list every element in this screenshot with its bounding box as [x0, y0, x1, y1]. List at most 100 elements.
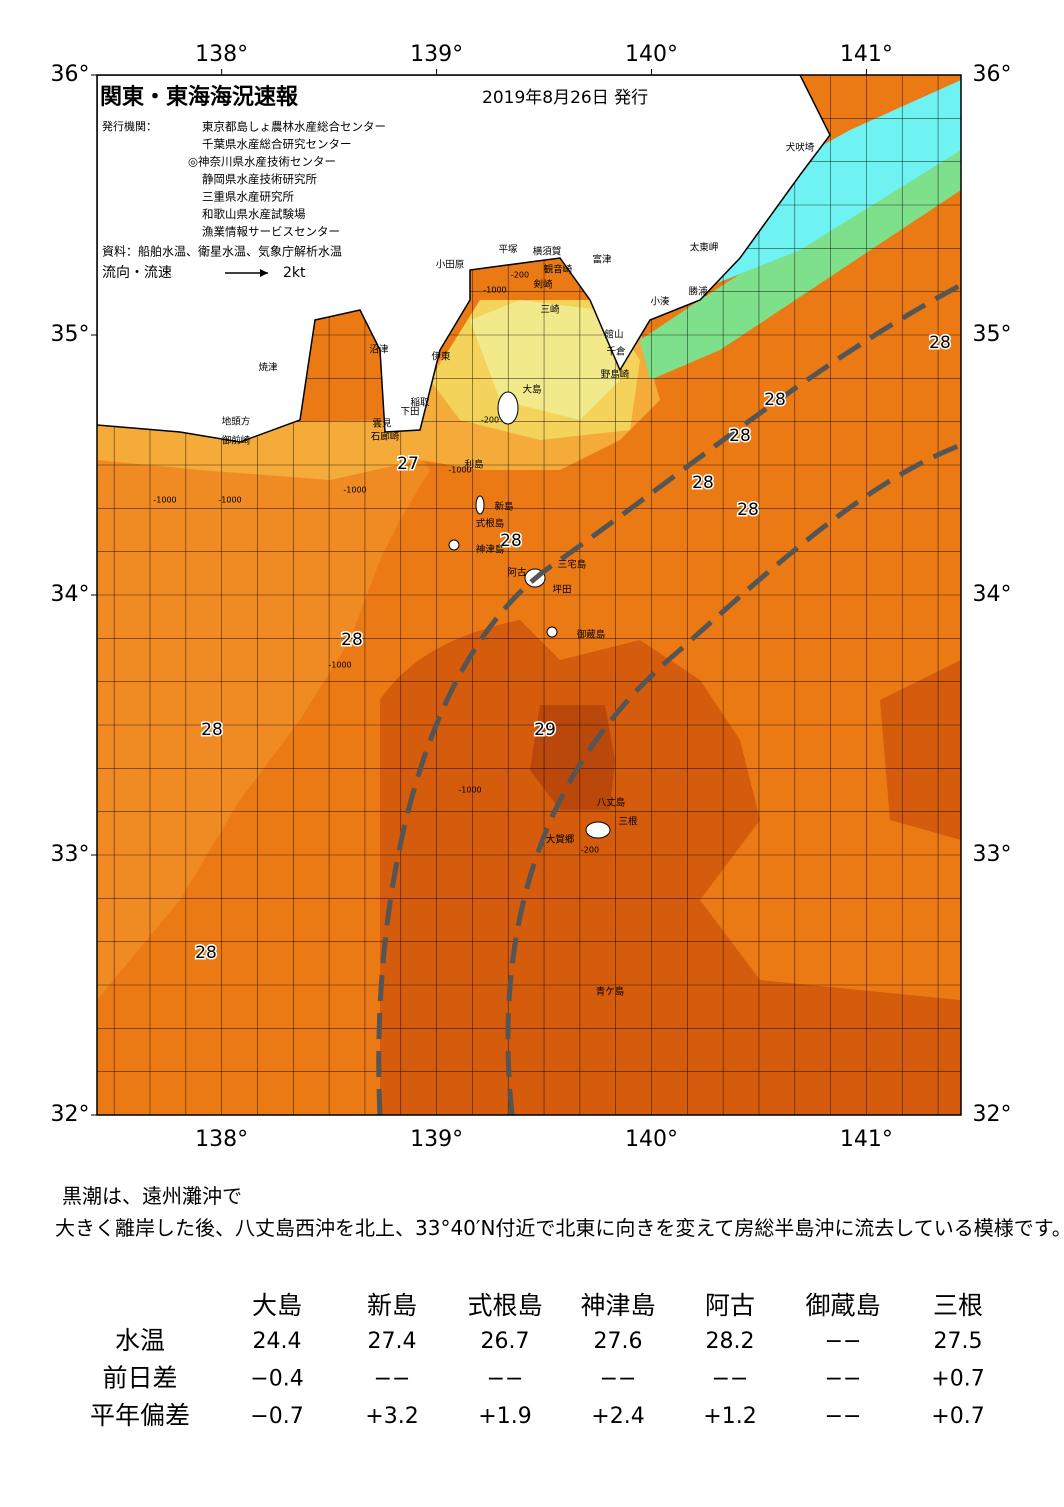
date: 2019年8月26日 発行	[482, 88, 648, 108]
cell: +1.9	[478, 1404, 531, 1429]
water-mass	[97, 430, 430, 1000]
lon-label: 140°	[625, 42, 678, 67]
lon-label: 138°	[195, 42, 248, 67]
place-name: 神津島	[476, 544, 505, 556]
lon-label: 141°	[840, 42, 893, 67]
publisher-label: 発行機関：	[102, 119, 157, 133]
column-header: 大島	[252, 1291, 302, 1320]
lat-label: 33°	[51, 842, 90, 867]
cell: +2.4	[591, 1404, 644, 1429]
legend-speed: 2kt	[283, 265, 306, 281]
publisher: 和歌山県水産試験場	[202, 207, 306, 221]
place-name: 太東岬	[690, 242, 719, 254]
map-labels: 28 28 28 28 28 27 28 28 28 29 28 小田原 平塚 横須賀富津観音崎剣崎三崎館…	[153, 142, 952, 998]
cell: −−	[825, 1329, 862, 1354]
place-name: 犬吠埼	[786, 142, 815, 154]
island	[585, 821, 611, 839]
column-header: 御蔵島	[805, 1291, 880, 1320]
depth-label: -1000	[153, 496, 176, 505]
column-header: 新島	[367, 1291, 417, 1320]
depth-label: -1000	[328, 661, 351, 670]
row-label: 水温	[115, 1326, 165, 1355]
publisher: 静岡県水産技術研究所	[202, 172, 317, 186]
warm-water	[380, 620, 961, 1115]
place-name: 雲見	[372, 419, 392, 430]
place-name: 坪田	[552, 584, 571, 596]
cold-water	[470, 300, 620, 420]
lat-label: 32°	[973, 1102, 1012, 1127]
depth-label: -200	[511, 271, 529, 280]
place-name: 焼津	[258, 362, 278, 374]
cell: −0.7	[250, 1404, 303, 1429]
temperature-label: 27	[397, 454, 419, 474]
depth-label: -1000	[448, 466, 471, 475]
island	[475, 495, 485, 515]
place-name: 館山	[604, 329, 623, 341]
place-name: 富津	[592, 254, 612, 266]
place-name: 平塚	[498, 245, 518, 256]
lat-label: 35°	[51, 322, 90, 347]
cell: −0.4	[250, 1367, 303, 1392]
island	[448, 539, 460, 551]
depth-label: -1000	[218, 496, 241, 505]
lat-label: 33°	[973, 842, 1012, 867]
cell: +1.2	[703, 1404, 756, 1429]
island	[546, 626, 558, 638]
kuroshio-axis	[376, 282, 961, 1115]
warm-water	[880, 660, 961, 840]
cell: −−	[487, 1367, 524, 1392]
temperature-label: 28	[692, 473, 714, 493]
cell: 27.4	[368, 1329, 417, 1354]
place-name: 三崎	[540, 304, 560, 316]
publisher: 三重県水産研究所	[202, 190, 294, 204]
cell: −−	[825, 1367, 862, 1392]
cell: −−	[712, 1367, 749, 1392]
cell: +0.7	[931, 1404, 984, 1429]
lat-label: 35°	[973, 322, 1012, 347]
temperature-label: 28	[195, 943, 217, 963]
publisher: 漁業情報サービスセンター	[202, 225, 340, 239]
temperature-label: 28	[500, 531, 522, 551]
land	[97, 75, 831, 443]
lon-label: 140°	[625, 1127, 678, 1152]
place-name: 剣崎	[533, 279, 553, 291]
comment: 黒潮は、遠州灘沖で大きく離岸した後、八丈島西沖を北上、33°40′N付近で北東に…	[55, 1184, 1064, 1240]
temperature-label: 28	[201, 720, 223, 740]
cell: +3.2	[365, 1404, 418, 1429]
place-name: 阿古	[507, 567, 527, 579]
temperature-label: 28	[729, 426, 751, 446]
place-name: 新島	[494, 501, 513, 513]
depth-label: -200	[481, 416, 499, 425]
column-header: 阿古	[705, 1291, 755, 1320]
place-name: 稲取	[410, 397, 430, 409]
source: 資料：船舶水温、衛星水温、気象庁解析水温	[102, 244, 342, 259]
lon-label: 139°	[410, 1127, 463, 1152]
lon-label: 138°	[195, 1127, 248, 1152]
temperature-label: 29	[534, 720, 556, 740]
temperature-label: 28	[737, 500, 759, 520]
publisher: 東京都島しょ農林水産総合センター	[202, 120, 386, 134]
kuroshio-axis	[505, 442, 961, 1115]
publisher: 千葉県水産総合研究センター	[202, 137, 352, 151]
legend-label: 流向・流速	[102, 265, 172, 281]
temperature-label: 28	[764, 390, 786, 410]
lat-label: 34°	[973, 582, 1012, 607]
island	[497, 391, 519, 425]
temperature-label: 28	[341, 630, 363, 650]
column-header: 三根	[933, 1291, 983, 1320]
row-label: 平年偏差	[90, 1401, 190, 1430]
place-name: 三宅島	[558, 559, 587, 571]
cell: +0.7	[931, 1367, 984, 1392]
place-name: 伊東	[431, 351, 451, 363]
place-name: 大島	[522, 384, 541, 396]
lon-label: 141°	[840, 1127, 893, 1152]
legend-arrowhead	[260, 269, 268, 277]
place-name: 勝浦	[688, 286, 708, 298]
place-name: 小田原	[436, 260, 465, 271]
row-label: 前日差	[102, 1364, 177, 1393]
place-name: 御蔵島	[577, 629, 606, 641]
lat-label: 32°	[51, 1102, 90, 1127]
